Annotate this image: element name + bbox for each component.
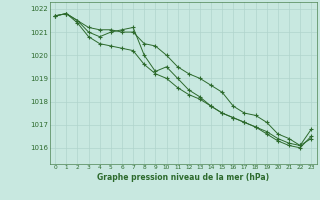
X-axis label: Graphe pression niveau de la mer (hPa): Graphe pression niveau de la mer (hPa) bbox=[97, 173, 269, 182]
